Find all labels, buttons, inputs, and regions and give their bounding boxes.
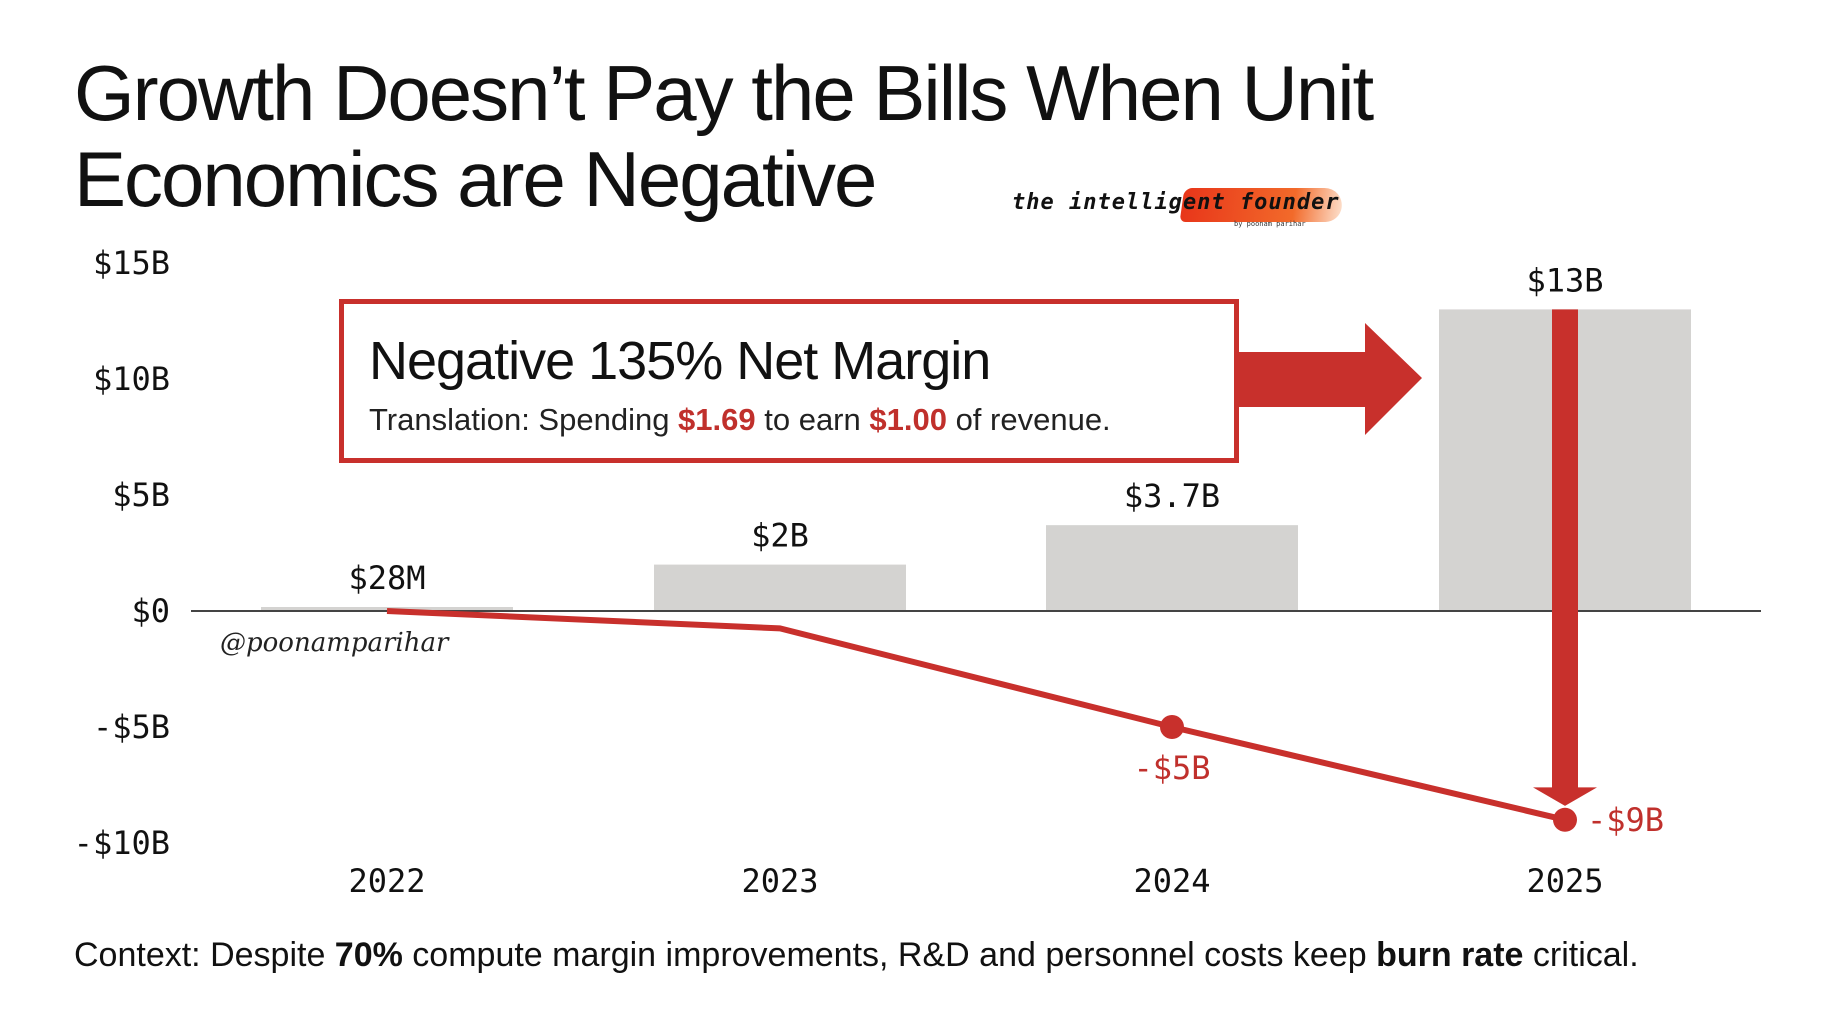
context-part: Context: Despite	[74, 936, 335, 974]
y-tick-label: $15B	[93, 244, 170, 282]
net-loss-label: -$9B	[1587, 801, 1664, 839]
title-line-1: Growth Doesn’t Pay the Bills When Unit	[74, 49, 1374, 137]
revenue-label: $28M	[348, 559, 425, 597]
net-loss-line	[386, 608, 1566, 823]
revenue-label: $13B	[1526, 261, 1603, 299]
revenue-label: $2B	[751, 517, 809, 555]
context-part: compute margin improvements, R&D and per…	[402, 936, 1377, 974]
logo-name: the intelligent founder	[1012, 190, 1340, 215]
callout-box: Negative 135% Net Margin Translation: Sp…	[339, 299, 1239, 463]
context-part: critical.	[1523, 936, 1639, 974]
brand-logo: the intelligent founder by poonam pariha…	[1012, 186, 1345, 228]
callout-heading: Negative 135% Net Margin	[369, 331, 991, 391]
revenue-bar	[1046, 525, 1298, 611]
y-tick-label: $10B	[93, 360, 170, 398]
net-loss-point	[1553, 807, 1577, 832]
x-tick-label: 2022	[348, 862, 425, 900]
callout-text: Translation: Spending $1.69 to earn $1.0…	[369, 402, 1111, 438]
net-loss-label: -$5B	[1133, 749, 1210, 787]
x-tick-label: 2025	[1526, 862, 1603, 900]
context-bold: 70%	[334, 936, 403, 974]
watermark: @poonamparihar	[220, 628, 449, 658]
callout-text-part: to earn	[755, 402, 870, 437]
context-bold: burn rate	[1376, 936, 1524, 974]
callout-text-part: of revenue.	[946, 402, 1111, 437]
y-tick-label: $0	[131, 592, 170, 630]
revenue-bar	[654, 564, 906, 611]
y-tick-label: -$10B	[74, 824, 170, 862]
callout-earn: $1.00	[869, 402, 947, 437]
context-note: Context: Despite 70% compute margin impr…	[74, 936, 1639, 975]
down-arrow-shaft	[1552, 309, 1578, 795]
down-arrow-head	[1533, 787, 1597, 806]
y-tick-label: $5B	[112, 476, 170, 514]
title-line-2: Economics are Negative	[74, 135, 877, 223]
x-tick-label: 2023	[741, 862, 818, 900]
callout-spend: $1.69	[678, 402, 756, 437]
revenue-bar	[261, 607, 513, 611]
x-tick-label: 2024	[1133, 862, 1210, 900]
logo-byline: by poonam parihar	[1234, 220, 1306, 228]
y-tick-label: -$5B	[93, 708, 170, 746]
net-loss-point	[1160, 715, 1184, 739]
revenue-label: $3.7B	[1124, 477, 1220, 515]
right-arrow	[1236, 323, 1422, 435]
chart-title: Growth Doesn’t Pay the Bills When Unit Ec…	[74, 49, 1374, 223]
callout-text-part: Translation: Spending	[369, 402, 679, 437]
